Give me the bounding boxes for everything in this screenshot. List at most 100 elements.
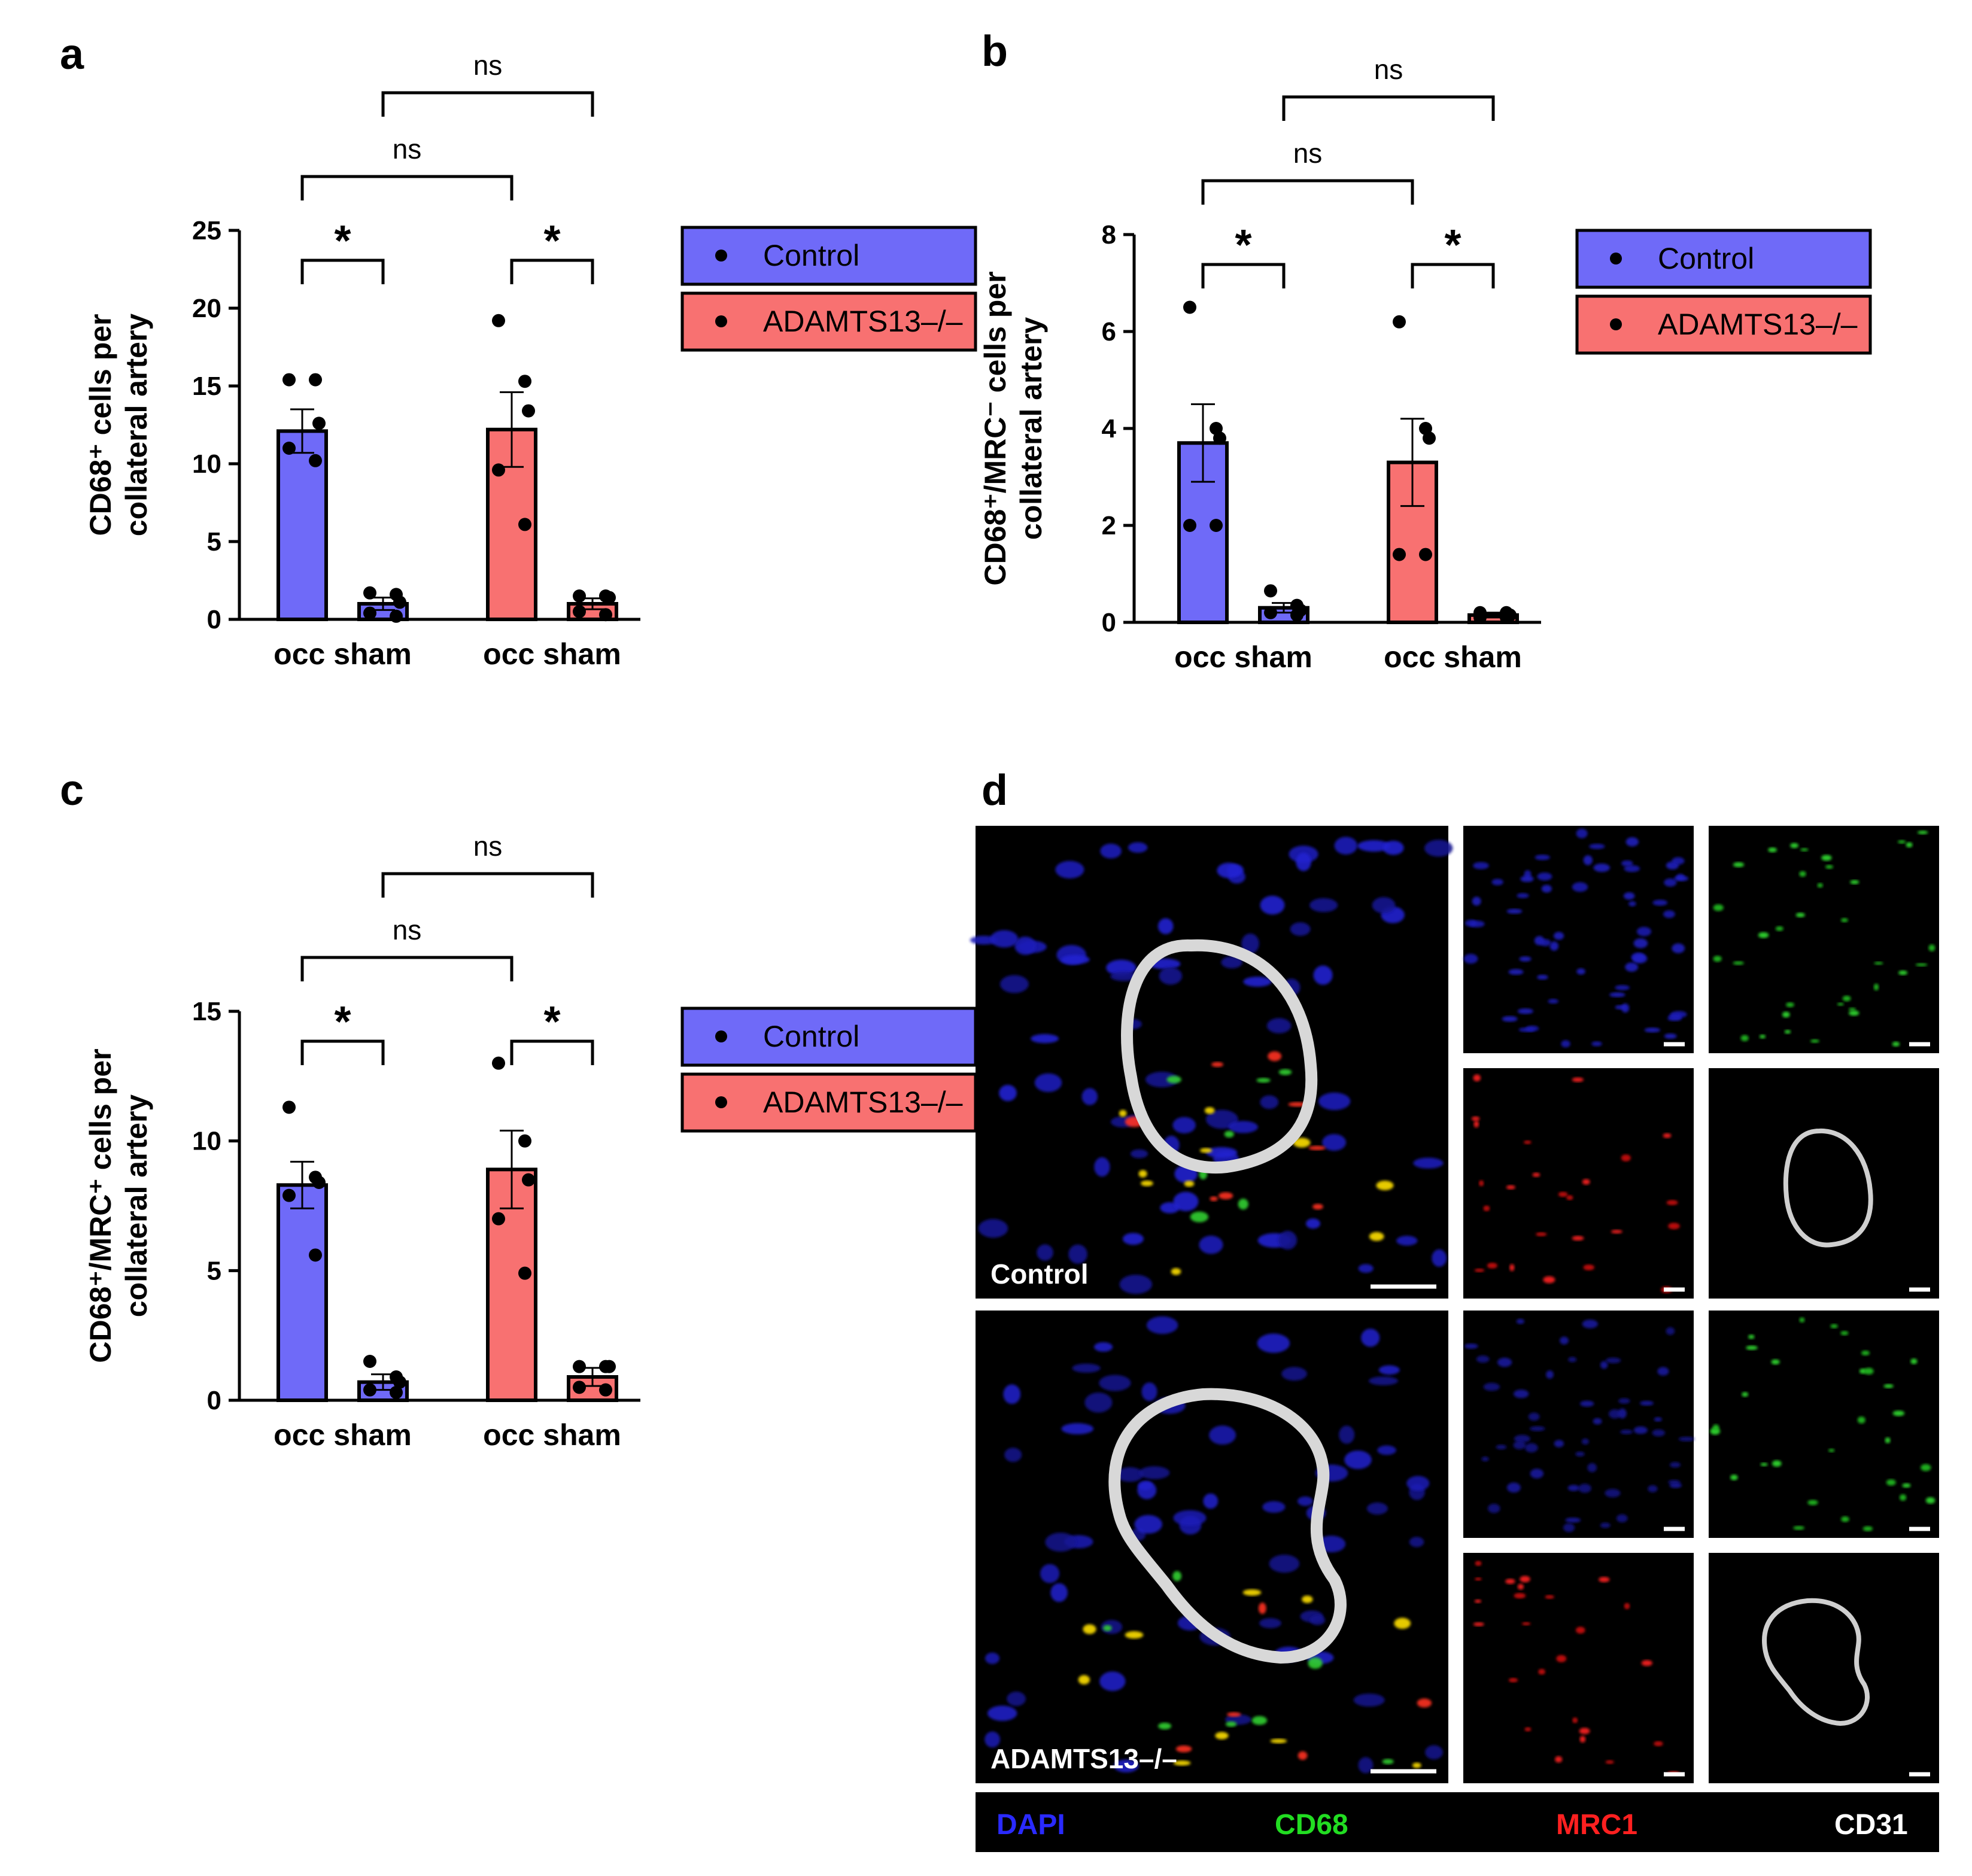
cell <box>1633 938 1648 948</box>
cell <box>1278 1230 1298 1250</box>
cell <box>1084 1392 1113 1413</box>
cell <box>1520 875 1534 882</box>
significance-bracket <box>1411 263 1495 288</box>
micrograph-control-mrc1 <box>1463 1068 1694 1299</box>
cell <box>1712 1424 1719 1431</box>
cell <box>1572 1717 1578 1723</box>
cell <box>1546 1370 1554 1379</box>
cell <box>1508 969 1524 975</box>
cell <box>1146 1316 1178 1334</box>
cell <box>1139 1466 1170 1479</box>
legend-item <box>1575 229 1872 289</box>
legend-label: Control <box>763 1020 859 1053</box>
cell <box>1424 840 1453 857</box>
cell <box>1158 1722 1172 1729</box>
cell <box>1474 1599 1482 1603</box>
legend-label: ADAMTS13–/– <box>763 1086 963 1119</box>
cell <box>1432 1249 1447 1267</box>
data-point <box>603 1360 616 1373</box>
micrograph-adamts13-cd31 <box>1709 1553 1939 1783</box>
cell <box>999 1084 1017 1102</box>
cell <box>1488 1503 1500 1513</box>
cell <box>1782 1011 1790 1018</box>
cell <box>1171 1268 1181 1275</box>
cell <box>1412 1762 1421 1768</box>
cell <box>1159 967 1183 985</box>
cell <box>1517 1008 1534 1014</box>
y-tick-label: 6 <box>1102 317 1116 346</box>
cell <box>1652 1429 1666 1437</box>
legend-marker <box>1610 318 1622 330</box>
panel-label-b: b <box>982 28 1008 75</box>
group-label: occ sham <box>483 1418 621 1452</box>
cell <box>1037 1244 1053 1261</box>
y-tick-label: 8 <box>1102 220 1116 250</box>
cell <box>1508 1678 1518 1683</box>
cell <box>1172 1117 1196 1134</box>
significance-label: * <box>1235 221 1251 269</box>
cell <box>1892 1410 1905 1416</box>
data-point <box>522 404 535 418</box>
cell <box>1620 1430 1633 1434</box>
cell <box>1605 1489 1621 1498</box>
cell <box>1206 1109 1238 1129</box>
cell <box>1672 943 1685 953</box>
cell <box>985 1652 999 1664</box>
legend-marker <box>715 1096 727 1108</box>
data-point <box>1393 548 1406 561</box>
cell <box>1078 1675 1090 1685</box>
cell <box>1045 1533 1076 1552</box>
micrograph-adamts13-cd68 <box>1709 1311 1939 1538</box>
y-tick-label: 5 <box>207 527 221 557</box>
cell <box>1130 1149 1148 1159</box>
group-label: occ sham <box>483 637 621 671</box>
significance-bracket <box>1201 179 1414 205</box>
data-point <box>1290 608 1303 622</box>
significance-bracket <box>381 91 594 117</box>
cell <box>1576 968 1585 975</box>
cell <box>1269 1555 1300 1573</box>
cell <box>1409 1537 1424 1547</box>
cell <box>1575 1451 1585 1457</box>
cell <box>1204 1107 1215 1114</box>
cell <box>1217 862 1241 878</box>
cell <box>1007 1691 1026 1706</box>
cell <box>1668 1223 1680 1230</box>
cell <box>1262 1501 1286 1513</box>
cell <box>1334 837 1357 855</box>
cell <box>1537 975 1548 980</box>
cell <box>1621 860 1633 866</box>
cell <box>1099 1375 1131 1391</box>
cell <box>1654 1417 1662 1422</box>
cell <box>1652 899 1668 906</box>
cell <box>1670 1462 1681 1468</box>
cell <box>1850 880 1859 884</box>
cell <box>1775 926 1783 931</box>
cell <box>1921 1464 1931 1471</box>
tissue-texture <box>970 828 1935 1775</box>
data-point <box>1213 431 1226 445</box>
panel-label-c: c <box>60 767 84 814</box>
cell <box>1545 1595 1554 1599</box>
cell <box>1288 1102 1306 1107</box>
significance-label: * <box>543 998 560 1046</box>
cell <box>1771 1359 1780 1365</box>
cell <box>1464 1343 1478 1349</box>
cell <box>1309 1615 1326 1625</box>
cell <box>1372 897 1396 914</box>
cell <box>1210 1196 1218 1202</box>
cell <box>1502 1016 1518 1022</box>
cell <box>1733 862 1745 868</box>
significance-bracket <box>1282 95 1495 121</box>
cell <box>1910 1358 1918 1364</box>
cell <box>1496 1445 1507 1450</box>
significance-label: ns <box>393 914 422 945</box>
cell <box>1842 995 1851 1002</box>
cell <box>1083 1624 1096 1634</box>
data-point <box>573 1381 586 1394</box>
cell <box>1475 1577 1482 1581</box>
vessel-control-merge <box>1121 939 1318 1174</box>
cell <box>1199 1235 1223 1254</box>
data-point <box>282 442 296 455</box>
